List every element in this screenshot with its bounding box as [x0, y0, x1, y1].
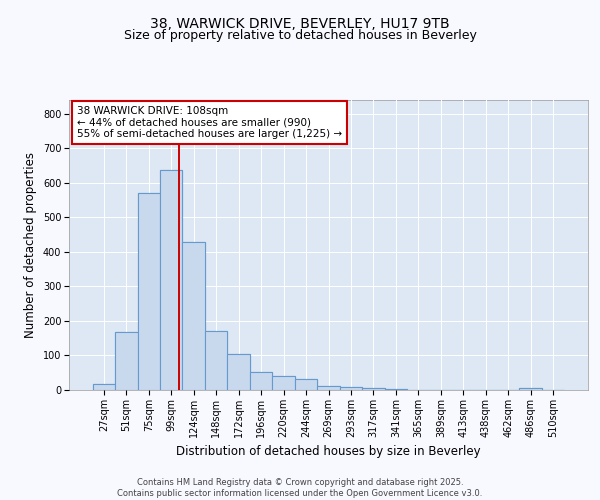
- Bar: [92, 384, 115, 390]
- Bar: [340, 386, 362, 390]
- Bar: [385, 388, 407, 390]
- Text: Size of property relative to detached houses in Beverley: Size of property relative to detached ho…: [124, 29, 476, 42]
- Bar: [115, 332, 137, 390]
- Bar: [205, 332, 227, 390]
- Bar: [160, 170, 182, 390]
- Bar: [340, 386, 362, 390]
- Bar: [182, 242, 205, 390]
- Bar: [115, 332, 137, 390]
- Bar: [362, 388, 385, 390]
- Bar: [385, 388, 407, 390]
- Bar: [317, 386, 340, 390]
- Bar: [137, 192, 160, 390]
- Bar: [250, 372, 272, 390]
- Bar: [317, 386, 340, 390]
- Bar: [250, 372, 272, 390]
- Bar: [272, 376, 295, 390]
- Bar: [227, 354, 250, 390]
- Y-axis label: Number of detached properties: Number of detached properties: [25, 152, 37, 338]
- Bar: [205, 332, 227, 390]
- X-axis label: Distribution of detached houses by size in Beverley: Distribution of detached houses by size …: [176, 446, 481, 458]
- Bar: [520, 388, 542, 390]
- Bar: [362, 388, 385, 390]
- Bar: [137, 192, 160, 390]
- Text: Contains HM Land Registry data © Crown copyright and database right 2025.
Contai: Contains HM Land Registry data © Crown c…: [118, 478, 482, 498]
- Bar: [272, 376, 295, 390]
- Bar: [520, 388, 542, 390]
- Bar: [227, 354, 250, 390]
- Bar: [92, 384, 115, 390]
- Bar: [182, 242, 205, 390]
- Bar: [295, 379, 317, 390]
- Text: 38, WARWICK DRIVE, BEVERLEY, HU17 9TB: 38, WARWICK DRIVE, BEVERLEY, HU17 9TB: [150, 18, 450, 32]
- Text: 38 WARWICK DRIVE: 108sqm
← 44% of detached houses are smaller (990)
55% of semi-: 38 WARWICK DRIVE: 108sqm ← 44% of detach…: [77, 106, 342, 139]
- Bar: [295, 379, 317, 390]
- Bar: [160, 170, 182, 390]
